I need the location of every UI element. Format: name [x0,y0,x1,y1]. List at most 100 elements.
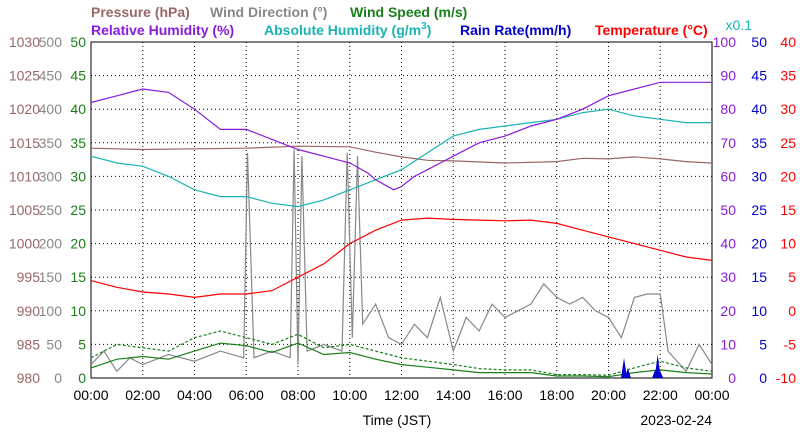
series-line [90,81,712,191]
y-tick-label: 1010 [9,168,40,184]
y-tick-label: 1015 [9,135,40,151]
y-tick-label: 30 [780,101,796,117]
y-tick-label: 40 [70,101,86,117]
y-tick-label: 70 [720,135,736,151]
y-tick-label: 995 [17,269,41,285]
y-tick-label: 50 [720,202,736,218]
x-tick-label: 16:00 [487,387,522,403]
y-tick-label: 300 [39,168,63,184]
y-tick-label: 20 [751,236,767,252]
y-tick-label: 40 [720,236,736,252]
series-line [90,217,713,299]
x-tick-label: 18:00 [539,387,574,403]
y-tick-label: 985 [17,336,41,352]
series-line [90,330,713,376]
y-tick-label: 10 [751,303,767,319]
y-tick-label: 35 [780,68,796,84]
y-tick-label: 1020 [9,101,40,117]
y-tick-label: 50 [751,34,767,50]
y-tick-label: 60 [720,168,736,184]
legend-entry: Rain Rate(mm/h) [460,22,571,38]
y-tick-label: 350 [39,135,63,151]
y-tick-label: 15 [751,269,767,285]
y-tick-label: 35 [70,135,86,151]
x-tick-label: 14:00 [436,387,471,403]
x-tick-label: 00:00 [73,387,108,403]
series-group [90,81,713,378]
y-tick-label: 0 [788,303,796,319]
y-tick-label: 45 [70,68,86,84]
y-tick-label: 150 [39,269,63,285]
series-line [90,149,713,373]
y-tick-label: 990 [17,303,41,319]
x-tick-label: 10:00 [332,387,367,403]
y-tick-label: 45 [751,68,767,84]
y-tick-label: 25 [780,135,796,151]
y-tick-label: 15 [780,202,796,218]
y-tick-label: 0 [728,370,736,386]
x-tick-label: 04:00 [177,387,212,403]
axes: 9809859909951000100510101015102010251030… [9,34,796,403]
y-tick-label: 20 [780,168,796,184]
y-tick-label: 5 [78,336,86,352]
y-tick-label: 0 [78,370,86,386]
y-tick-label: 1005 [9,202,40,218]
y-tick-label: 100 [39,303,63,319]
legend-entry: Relative Humidity (%) [91,22,234,38]
y-tick-label: 20 [70,236,86,252]
x-tick-label: 06:00 [229,387,264,403]
y-tick-label: 200 [39,236,63,252]
y-tick-label: 1030 [9,34,40,50]
legend-entry: Wind Speed (m/s) [350,4,467,20]
y-tick-label: 10 [720,336,736,352]
x-tick-label: 02:00 [125,387,160,403]
y-tick-label: 40 [780,34,796,50]
y-tick-label: -10 [776,370,796,386]
y-tick-label: 450 [39,68,63,84]
rain-bar [621,357,628,378]
x-axis-label: Time (JST) [363,412,432,428]
legend-entry: Temperature (°C) [595,22,708,38]
y-tick-label: 980 [17,370,41,386]
legend-entry: Pressure (hPa) [91,4,190,20]
y-tick-label: 40 [751,101,767,117]
y-tick-label: 35 [751,135,767,151]
y-tick-label: 5 [788,269,796,285]
y-tick-label: 50 [46,336,62,352]
y-tick-label: 100 [713,34,737,50]
y-tick-label: 500 [39,34,63,50]
y-tick-label: 30 [720,269,736,285]
rain-bar [624,367,631,378]
legend-entry: Absolute Humidity (g/m3) [264,21,431,38]
x-tick-label: 00:00 [694,387,729,403]
y-tick-label: 1000 [9,236,40,252]
y-tick-label: 25 [70,202,86,218]
scale-note: x0.1 [726,17,753,33]
series-line [90,108,712,208]
series-line [90,145,713,164]
legend-entry: Wind Direction (°) [210,4,327,20]
y-tick-label: 90 [720,68,736,84]
series-line [90,342,713,378]
y-tick-label: 20 [720,303,736,319]
x-tick-label: 12:00 [384,387,419,403]
y-tick-label: 15 [70,269,86,285]
date-label: 2023-02-24 [640,412,712,428]
y-tick-label: 400 [39,101,63,117]
y-tick-label: 50 [70,34,86,50]
x-tick-label: 22:00 [643,387,678,403]
y-tick-label: 0 [54,370,62,386]
y-tick-label: 250 [39,202,63,218]
rain-bar [657,371,664,378]
y-tick-label: 10 [70,303,86,319]
y-tick-label: 0 [759,370,767,386]
y-tick-label: 30 [751,168,767,184]
x-tick-label: 08:00 [280,387,315,403]
y-tick-label: -5 [784,336,797,352]
y-tick-label: 25 [751,202,767,218]
y-tick-label: 80 [720,101,736,117]
legend: Pressure (hPa) Wind Direction (°) Wind Spe… [91,4,708,38]
rain-bar [654,354,661,378]
y-tick-label: 30 [70,168,86,184]
